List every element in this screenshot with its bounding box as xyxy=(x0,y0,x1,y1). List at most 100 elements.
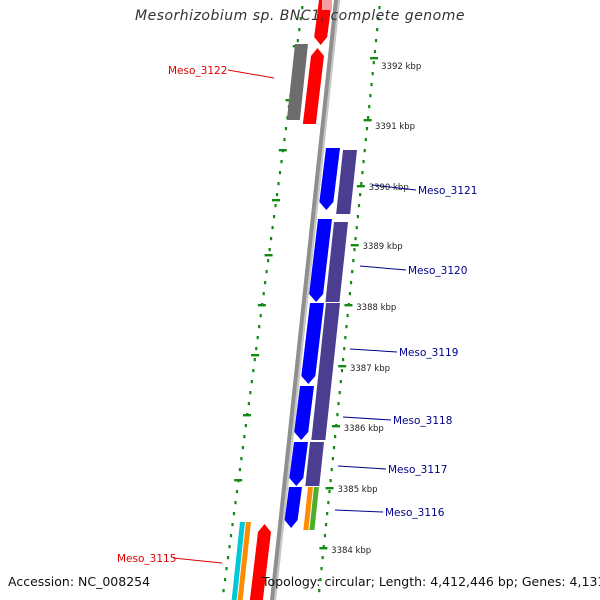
right-track-dot xyxy=(330,468,333,472)
right-track-dot xyxy=(361,171,364,175)
right-track-dot xyxy=(328,490,331,494)
left-track-dot xyxy=(256,336,259,340)
right-track-dot xyxy=(364,138,367,142)
major-tick-left xyxy=(272,199,280,202)
right-track-dot xyxy=(351,270,354,274)
left-track-dot xyxy=(231,523,234,527)
left-track-dot xyxy=(238,468,242,472)
left-track-dot xyxy=(232,512,236,516)
left-track-dot xyxy=(299,17,302,21)
right-track-dot xyxy=(372,61,375,65)
left-track-dot xyxy=(240,457,243,461)
right-track-dot xyxy=(345,325,348,329)
right-track-dot xyxy=(324,523,328,527)
left-track-dot xyxy=(284,127,288,131)
topology-label: Topology: circular; Length: 4,412,446 bp… xyxy=(262,574,600,589)
scale-label: 3385 kbp xyxy=(337,485,377,495)
gene-label: Meso_3117 xyxy=(388,464,447,476)
scale-label: 3389 kbp xyxy=(363,242,403,252)
right-track-dot xyxy=(359,193,362,197)
cds-meso-3118-reverse xyxy=(294,386,314,440)
gene-leader-line xyxy=(337,465,387,470)
left-track-dot xyxy=(262,292,265,296)
cog-meso-3121-purple xyxy=(336,150,357,214)
gene-leader-line xyxy=(342,416,392,421)
major-tick-right xyxy=(350,244,359,247)
right-track-dot xyxy=(353,248,356,252)
gene-label: Meso_3118 xyxy=(393,415,452,427)
cog-meso-3115-orange xyxy=(237,522,251,600)
scale-label: 3384 kbp xyxy=(331,546,371,556)
left-track-dot xyxy=(223,578,227,582)
right-track-dot xyxy=(356,215,359,219)
gene-leader-line xyxy=(371,184,417,191)
left-track-dot xyxy=(252,369,255,373)
right-track-dot xyxy=(336,413,339,417)
right-track-dot xyxy=(355,226,358,230)
left-track-dot xyxy=(272,215,276,219)
left-track-dot xyxy=(296,39,299,43)
cog-meso-3122-gray xyxy=(286,44,308,120)
right-track-dot xyxy=(342,358,345,362)
backbone-highlight xyxy=(274,0,340,600)
major-tick-right xyxy=(356,185,365,188)
tick-track xyxy=(222,6,381,593)
major-tick-right xyxy=(344,304,353,307)
right-track-dot xyxy=(362,160,365,164)
gene-label: Meso_3120 xyxy=(408,265,467,277)
major-tick-left xyxy=(251,354,260,357)
left-track-dot xyxy=(274,204,277,208)
gene-leader-line xyxy=(349,348,398,353)
major-tick-right xyxy=(363,119,372,122)
left-track-dot xyxy=(253,358,256,362)
accession-label: Accession: NC_008254 xyxy=(8,574,151,589)
left-track-dot xyxy=(243,435,246,439)
left-track-dot xyxy=(250,380,253,384)
left-track-dot xyxy=(222,589,225,593)
left-track-dot xyxy=(271,226,274,230)
gene-leader-line xyxy=(172,557,223,564)
right-track-dot xyxy=(378,6,381,10)
feature-track xyxy=(231,0,357,600)
left-track-dot xyxy=(241,446,244,450)
right-track-dot xyxy=(326,512,329,516)
right-track-dot xyxy=(367,116,370,120)
right-track-dot xyxy=(343,347,346,351)
left-track-dot xyxy=(255,347,258,351)
major-tick-right xyxy=(370,57,379,60)
left-track-dot xyxy=(277,182,280,186)
cds-meso-3115-forward xyxy=(249,524,271,600)
right-track-dot xyxy=(369,94,372,98)
cds-meso-3120-reverse xyxy=(309,219,332,302)
left-track-dot xyxy=(234,501,237,505)
left-track-dot xyxy=(226,556,230,560)
scale-label: 3387 kbp xyxy=(350,364,390,374)
right-track-dot xyxy=(332,446,336,450)
right-track-dot xyxy=(323,534,327,538)
left-track-dot xyxy=(280,160,283,164)
right-track-dot xyxy=(354,237,357,241)
cog-meso-3116-orange xyxy=(303,487,313,530)
right-track-dot xyxy=(373,50,377,54)
right-track-dot xyxy=(360,182,363,186)
topology-text: Topology: circular; Length: 4,412,446 bp… xyxy=(262,574,600,589)
major-tick-left xyxy=(242,414,251,417)
right-track-dot xyxy=(357,204,361,208)
left-track-dot xyxy=(235,490,239,494)
left-track-dot xyxy=(270,237,273,241)
label-track: 3392 kbp 3391 kbp 3390 kbp 3389 kbp 3388 kbp… xyxy=(117,62,477,565)
left-track-dot xyxy=(264,281,267,285)
left-track-dot xyxy=(229,534,233,538)
right-track-dot xyxy=(322,545,325,549)
cds-meso-3121-reverse xyxy=(319,148,340,210)
right-track-dot xyxy=(368,105,371,109)
left-track-dot xyxy=(225,567,228,571)
cds-meso-3116-reverse xyxy=(284,487,302,528)
right-track-dot xyxy=(327,501,330,505)
left-track-dot xyxy=(259,314,262,318)
cds-remnant xyxy=(322,0,332,10)
cog-meso-3115-cyan xyxy=(231,522,245,600)
right-track-dot xyxy=(320,567,323,571)
left-track-dot xyxy=(283,138,286,142)
